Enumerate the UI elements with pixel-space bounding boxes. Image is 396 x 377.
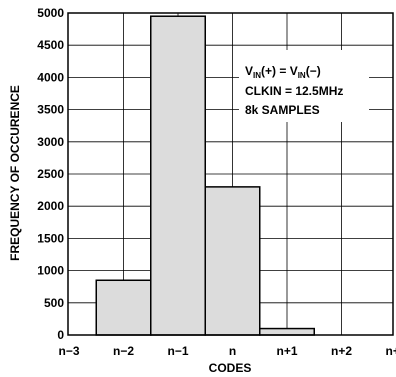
x-tick-label: n−3 [58, 344, 79, 358]
x-tick-label: n+3 [385, 344, 396, 358]
y-tick-label: 4500 [37, 38, 64, 52]
y-axis-label: FREQUENCY OF OCCURENCE [8, 85, 22, 261]
y-tick-label: 500 [44, 296, 64, 310]
x-tick-labels: n−3 n−2 n−1 n n+1 n+2 n+3 [58, 344, 396, 358]
annotation-line-1: VIN(+) = VIN(−) [245, 64, 321, 80]
x-tick-label: n−1 [167, 344, 188, 358]
y-tick-label: 5000 [37, 6, 64, 20]
y-tick-label: 3000 [37, 135, 64, 149]
annotation-line-3: 8k SAMPLES [245, 103, 320, 117]
plot-frame [67, 12, 394, 336]
y-tick-labels: 0 500 1000 1500 2000 2500 3000 3500 4000 4500 5000 [37, 6, 64, 342]
y-tick-label: 4000 [37, 70, 64, 84]
y-tick-label: 2500 [37, 167, 64, 181]
y-tick-label: 1500 [37, 231, 64, 245]
x-tick-label: n+1 [276, 344, 297, 358]
y-tick-label: 1000 [37, 264, 64, 278]
x-tick-label: n [229, 344, 236, 358]
y-tick-label: 3500 [37, 103, 64, 117]
x-tick-label: n+2 [331, 344, 352, 358]
x-tick-label: n−2 [113, 344, 134, 358]
annotation-background [239, 50, 369, 122]
bar-n+1 [259, 327, 315, 336]
annotation-line-2: CLKIN = 12.5MHz [245, 84, 343, 98]
x-axis-label: CODES [209, 361, 252, 375]
bar-n−2 [95, 279, 152, 336]
bar-n−1 [150, 15, 206, 336]
y-tick-label: 2000 [37, 199, 64, 213]
y-tick-label: 0 [57, 328, 64, 342]
bar-n [204, 186, 261, 336]
annotation-box: VIN(+) = VIN(−) CLKIN = 12.5MHz 8k SAMPL… [239, 50, 369, 122]
